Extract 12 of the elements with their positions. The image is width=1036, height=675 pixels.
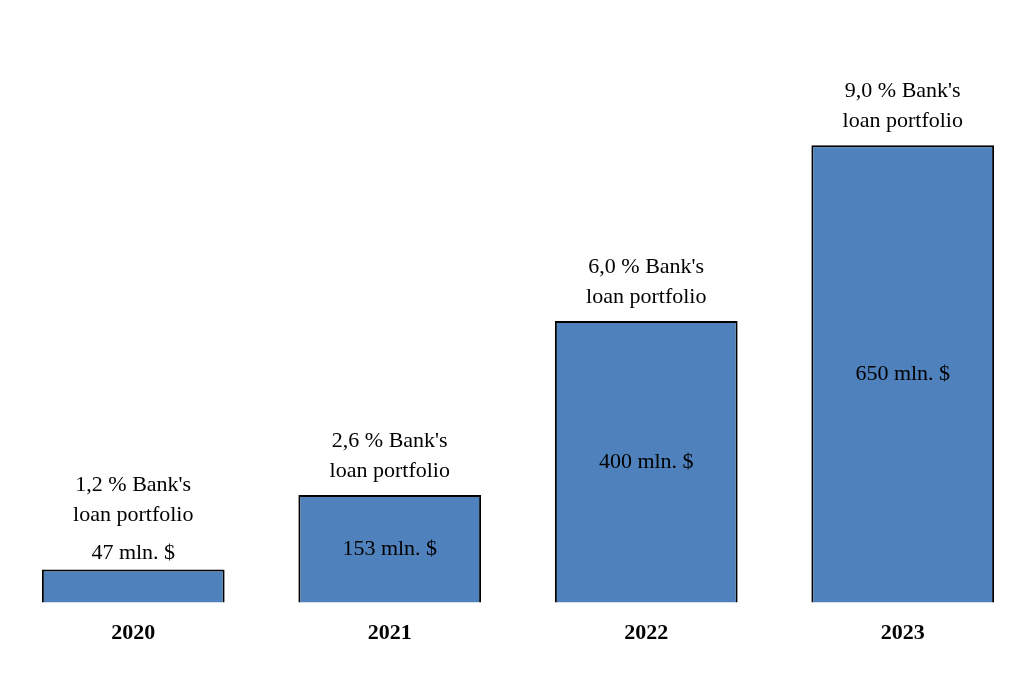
annotation: 9,0 % Bank's loan portfolio — [842, 76, 963, 132]
annotation: 2,6 % Bank's loan portfolio — [329, 426, 450, 482]
data-label: 47 mln. $ — [91, 539, 176, 565]
annotation: 1,2 % Bank's loan portfolio — [73, 471, 194, 527]
annotation: 6,0 % Bank's loan portfolio — [586, 252, 707, 308]
x-tick-label: 2021 — [367, 619, 412, 645]
x-tick-label: 2022 — [624, 619, 669, 645]
data-label: 153 mln. $ — [342, 534, 438, 560]
x-tick-label: 2020 — [111, 619, 156, 645]
data-label: 650 mln. $ — [855, 359, 951, 385]
data-label: 400 mln. $ — [598, 447, 694, 473]
x-tick-label: 2023 — [880, 619, 925, 645]
